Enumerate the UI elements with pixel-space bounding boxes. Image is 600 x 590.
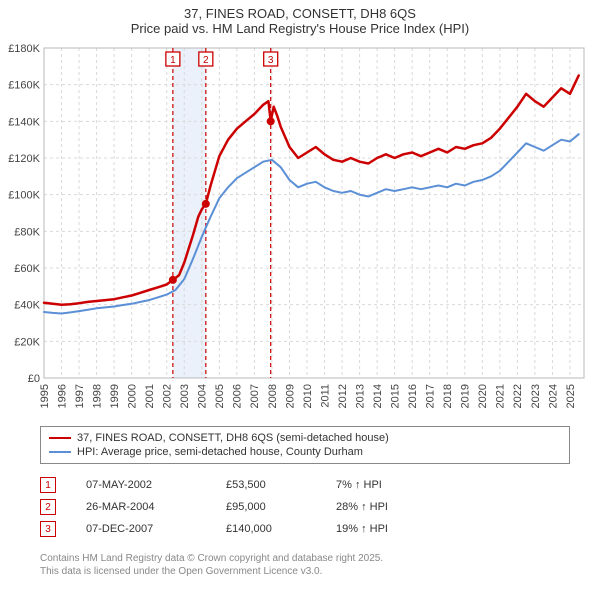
sales-number-box: 2 (40, 499, 56, 515)
x-tick-label: 2008 (267, 384, 279, 408)
footer-line2: This data is licensed under the Open Gov… (40, 565, 570, 578)
sales-table: 1 07-MAY-2002£53,5007% ↑ HPI 2 26-MAR-2004£… (40, 474, 570, 540)
y-tick-label: £140K (8, 116, 40, 128)
y-tick-label: £120K (8, 153, 40, 165)
sale-marker-number: 3 (268, 55, 274, 66)
sales-price: £53,500 (226, 479, 336, 491)
x-tick-label: 2018 (442, 384, 454, 408)
y-tick-label: £20K (14, 336, 40, 348)
x-tick-label: 2000 (127, 384, 139, 408)
chart-svg: £0 £20K £40K £60K £80K £100K £120K £140K £160K £1… (0, 40, 600, 420)
x-tick-label: 2006 (232, 384, 244, 408)
legend-swatch (49, 437, 71, 439)
sales-date: 07-MAY-2002 (86, 479, 226, 491)
sales-price: £140,000 (226, 523, 336, 535)
legend-label: HPI: Average price, semi-detached house,… (77, 446, 363, 458)
x-tick-label: 2013 (354, 384, 366, 408)
footer-line1: Contains HM Land Registry data © Crown c… (40, 552, 570, 565)
x-tick-label: 2015 (389, 384, 401, 408)
y-tick-label: £60K (14, 263, 40, 275)
y-tick-label: £160K (8, 80, 40, 92)
x-tick-label: 2024 (547, 384, 559, 408)
x-tick-label: 2003 (179, 384, 191, 408)
y-tick-label: £0 (28, 373, 40, 385)
x-tick-label: 2020 (477, 384, 489, 408)
legend: 37, FINES ROAD, CONSETT, DH8 6QS (semi-d… (40, 426, 570, 464)
x-tick-label: 2012 (337, 384, 349, 408)
x-tick-label: 2014 (372, 384, 384, 408)
x-tick-label: 2004 (197, 384, 209, 408)
sales-row: 3 07-DEC-2007£140,00019% ↑ HPI (40, 518, 570, 540)
x-tick-label: 2023 (530, 384, 542, 408)
sale-marker-dot (267, 117, 275, 125)
y-tick-label: £40K (14, 300, 40, 312)
legend-label: 37, FINES ROAD, CONSETT, DH8 6QS (semi-d… (77, 432, 389, 444)
sales-date: 07-DEC-2007 (86, 523, 226, 535)
title-address: 37, FINES ROAD, CONSETT, DH8 6QS (0, 6, 600, 21)
page: 37, FINES ROAD, CONSETT, DH8 6QS Price p… (0, 0, 600, 578)
x-tick-label: 2009 (284, 384, 296, 408)
x-tick-label: 2010 (302, 384, 314, 408)
sales-pct: 7% ↑ HPI (336, 479, 436, 491)
legend-row: HPI: Average price, semi-detached house,… (49, 445, 561, 459)
x-tick-label: 2021 (495, 384, 507, 408)
y-tick-label: £80K (14, 226, 40, 238)
sale-marker-dot (169, 276, 177, 284)
x-tick-label: 2011 (319, 384, 331, 408)
title-block: 37, FINES ROAD, CONSETT, DH8 6QS Price p… (0, 0, 600, 40)
x-tick-label: 2022 (512, 384, 524, 408)
x-tick-label: 2005 (214, 384, 226, 408)
x-tick-label: 1998 (91, 384, 103, 408)
x-tick-label: 2007 (249, 384, 261, 408)
x-tick-label: 1999 (109, 384, 121, 408)
sale-marker-number: 1 (170, 55, 176, 66)
plot-area (44, 48, 584, 378)
x-tick-label: 1996 (56, 384, 68, 408)
x-tick-label: 2016 (407, 384, 419, 408)
x-tick-label: 2025 (565, 384, 577, 408)
x-tick-label: 1995 (39, 384, 51, 408)
sales-pct: 19% ↑ HPI (336, 523, 436, 535)
chart: £0 £20K £40K £60K £80K £100K £120K £140K £160K £1… (0, 40, 600, 420)
sales-price: £95,000 (226, 501, 336, 513)
legend-swatch (49, 451, 71, 453)
y-tick-label: £100K (8, 190, 40, 202)
legend-row: 37, FINES ROAD, CONSETT, DH8 6QS (semi-d… (49, 431, 561, 445)
sales-row: 2 26-MAR-2004£95,00028% ↑ HPI (40, 496, 570, 518)
sales-date: 26-MAR-2004 (86, 501, 226, 513)
sales-pct: 28% ↑ HPI (336, 501, 436, 513)
sales-row: 1 07-MAY-2002£53,5007% ↑ HPI (40, 474, 570, 496)
sale-marker-dot (202, 200, 210, 208)
sales-number-box: 3 (40, 521, 56, 537)
x-tick-label: 2019 (460, 384, 472, 408)
x-tick-label: 2001 (144, 384, 156, 408)
x-tick-label: 1997 (74, 384, 86, 408)
x-tick-label: 2002 (162, 384, 174, 408)
sale-marker-number: 2 (203, 55, 209, 66)
footer: Contains HM Land Registry data © Crown c… (40, 552, 570, 578)
sales-number-box: 1 (40, 477, 56, 493)
title-subtitle: Price paid vs. HM Land Registry's House … (0, 21, 600, 36)
x-tick-label: 2017 (425, 384, 437, 408)
y-tick-label: £180K (8, 43, 40, 55)
